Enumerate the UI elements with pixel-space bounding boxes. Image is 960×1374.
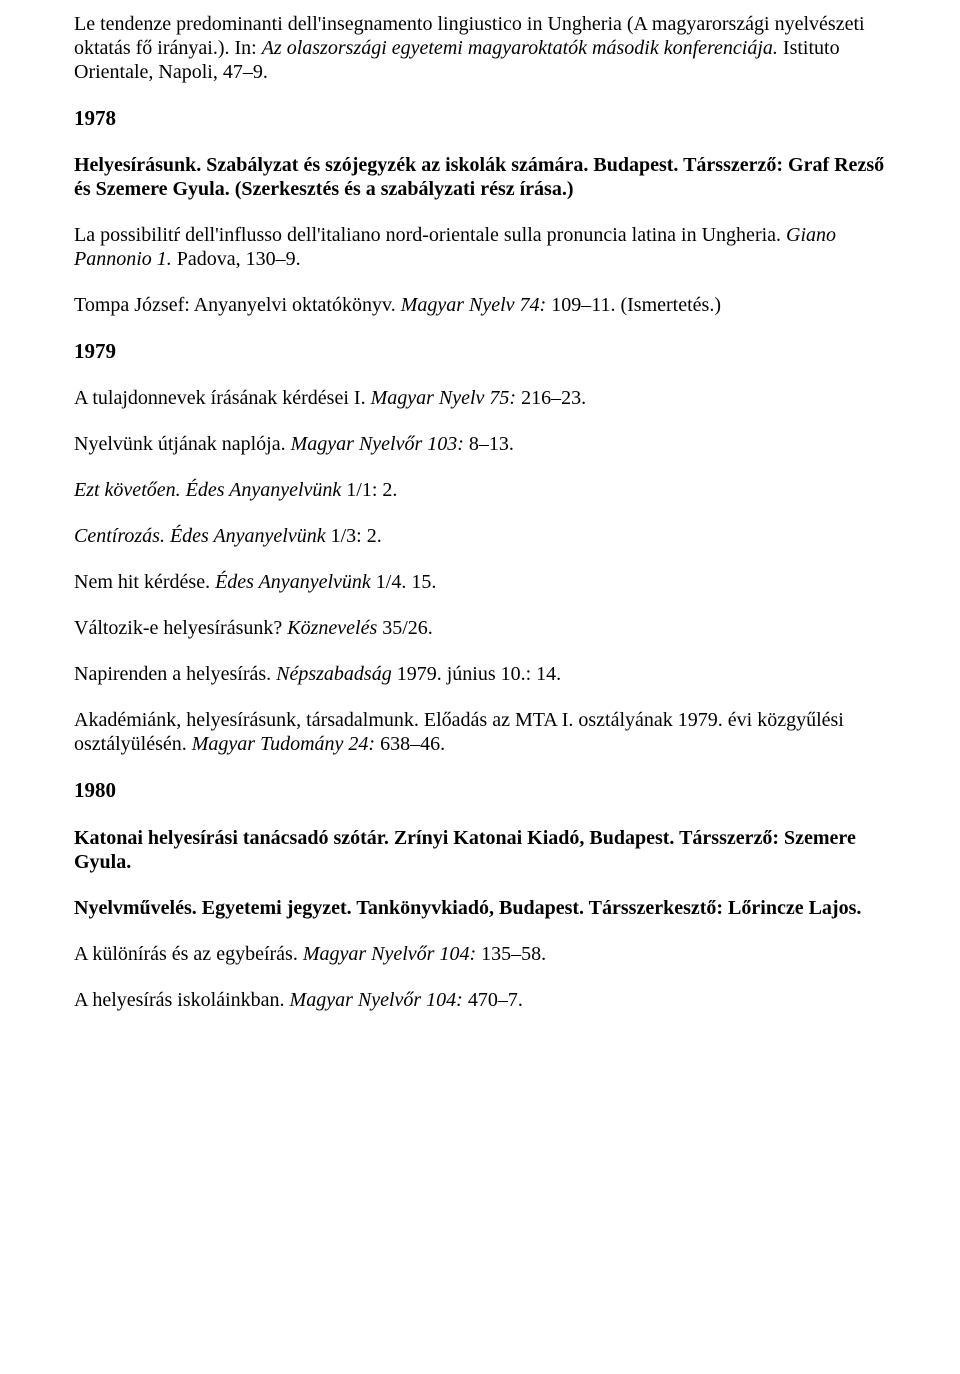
text: Akadémiánk, helyesírásunk, társadalmunk.… [74, 709, 844, 755]
entry: Le tendenze predominanti dell'insegnamen… [74, 12, 886, 84]
entry: A helyesírás iskoláinkban. Magyar Nyelvő… [74, 988, 886, 1012]
text: 470–7. [463, 989, 523, 1011]
entry-bold: Helyesírásunk. Szabályzat és szójegyzék … [74, 153, 886, 201]
text-italic: Magyar Nyelv 74: [401, 294, 547, 316]
text-italic: Ezt követően. Édes Anyanyelvünk [74, 479, 341, 501]
text: Nyelvünk útjának naplója. [74, 433, 291, 455]
text: Padova, 130–9. [172, 248, 301, 270]
entry: Napirenden a helyesírás. Népszabadság 19… [74, 662, 886, 686]
entry: A tulajdonnevek írásának kérdései I. Mag… [74, 386, 886, 410]
text: A tulajdonnevek írásának kérdései I. [74, 387, 371, 409]
text: Nem hit kérdése. [74, 571, 215, 593]
text-italic: Az olaszországi egyetemi magyaroktatók m… [262, 37, 778, 59]
entry-bold: Nyelvművelés. Egyetemi jegyzet. Tankönyv… [74, 896, 886, 920]
text-italic: Centírozás. Édes Anyanyelvünk [74, 525, 326, 547]
entry: A különírás és az egybeírás. Magyar Nyel… [74, 942, 886, 966]
text: Napirenden a helyesírás. [74, 663, 276, 685]
year-heading: 1978 [74, 106, 886, 131]
entry: Változik-e helyesírásunk? Köznevelés 35/… [74, 616, 886, 640]
text: 1/3: 2. [326, 525, 382, 547]
entry: Nem hit kérdése. Édes Anyanyelvünk 1/4. … [74, 570, 886, 594]
text: 216–23. [516, 387, 586, 409]
year-heading: 1979 [74, 339, 886, 364]
text: Változik-e helyesírásunk? [74, 617, 287, 639]
text: 638–46. [375, 733, 445, 755]
text: A különírás és az egybeírás. [74, 943, 303, 965]
text: Tompa József: Anyanyelvi oktatókönyv. [74, 294, 401, 316]
text-italic: Magyar Nyelvőr 104: [290, 989, 463, 1011]
text: La possibilitŕ dell'influsso dell'italia… [74, 224, 786, 246]
text: 135–58. [476, 943, 546, 965]
text: 1/1: 2. [341, 479, 397, 501]
text: 1/4. 15. [371, 571, 437, 593]
text-italic: Köznevelés [287, 617, 377, 639]
text-italic: Édes Anyanyelvünk [215, 571, 371, 593]
text: 35/26. [377, 617, 433, 639]
text-italic: Népszabadság [276, 663, 392, 685]
entry: Tompa József: Anyanyelvi oktatókönyv. Ma… [74, 293, 886, 317]
text: 8–13. [464, 433, 514, 455]
text: A helyesírás iskoláinkban. [74, 989, 290, 1011]
entry: La possibilitŕ dell'influsso dell'italia… [74, 223, 886, 271]
text: 109–11. (Ismertetés.) [546, 294, 721, 316]
text-italic: Magyar Nyelvőr 104: [303, 943, 476, 965]
entry: Nyelvünk útjának naplója. Magyar Nyelvőr… [74, 432, 886, 456]
text-italic: Magyar Nyelvőr 103: [291, 433, 464, 455]
entry: Ezt követően. Édes Anyanyelvünk 1/1: 2. [74, 478, 886, 502]
entry-bold: Katonai helyesírási tanácsadó szótár. Zr… [74, 826, 886, 874]
text-italic: Magyar Nyelv 75: [371, 387, 517, 409]
entry: Akadémiánk, helyesírásunk, társadalmunk.… [74, 708, 886, 756]
year-heading: 1980 [74, 778, 886, 803]
text-italic: Magyar Tudomány 24: [192, 733, 375, 755]
text: 1979. június 10.: 14. [392, 663, 561, 685]
entry: Centírozás. Édes Anyanyelvünk 1/3: 2. [74, 524, 886, 548]
